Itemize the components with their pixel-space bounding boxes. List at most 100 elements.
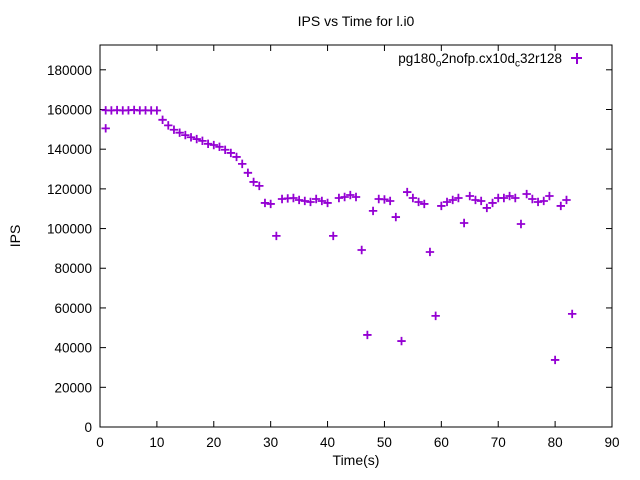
data-point-marker — [289, 193, 298, 203]
data-point-marker — [499, 193, 509, 203]
data-point-marker — [266, 199, 275, 209]
y-tick-label: 100000 — [47, 222, 92, 237]
data-point-marker — [238, 159, 247, 169]
data-point-marker — [420, 199, 429, 209]
data-point-marker — [169, 125, 179, 134]
data-point-marker — [334, 193, 344, 203]
data-point-marker — [545, 191, 554, 201]
data-point-marker — [550, 355, 560, 365]
x-tick-label: 20 — [206, 435, 221, 450]
data-point-marker — [425, 247, 435, 257]
legend-subscript: c — [514, 58, 520, 70]
data-point-marker — [448, 195, 457, 205]
x-tick-label: 50 — [377, 435, 392, 450]
data-point-marker — [346, 190, 355, 200]
data-point-marker — [431, 311, 440, 321]
data-point-marker — [158, 115, 167, 125]
data-point-marker — [459, 218, 469, 228]
data-point-marker — [294, 195, 304, 205]
y-tick-label: 0 — [84, 420, 92, 435]
data-point-marker — [357, 245, 366, 255]
data-point-marker — [363, 330, 372, 340]
x-tick-label: 40 — [320, 435, 335, 450]
data-point-marker — [505, 191, 514, 201]
data-point-marker — [226, 148, 236, 158]
legend-text-part: pg180 — [398, 50, 436, 66]
data-point-marker — [215, 142, 224, 152]
data-point-marker — [340, 192, 349, 202]
data-point-marker — [306, 197, 315, 207]
data-point-marker — [181, 130, 190, 140]
data-point-marker — [255, 181, 264, 191]
data-point-marker — [385, 196, 395, 206]
y-tick-label: 20000 — [54, 380, 92, 395]
data-point-marker — [403, 187, 412, 197]
data-point-marker — [198, 136, 207, 146]
data-point-marker — [408, 193, 418, 203]
data-point-marker — [186, 133, 196, 142]
data-point-marker — [329, 231, 338, 241]
y-tick-label: 120000 — [47, 182, 92, 197]
data-point-marker — [533, 197, 543, 207]
data-point-marker — [368, 206, 378, 216]
data-point-marker — [311, 194, 321, 204]
x-tick-label: 60 — [434, 435, 449, 450]
data-point-marker — [414, 197, 423, 207]
data-point-marker — [488, 198, 497, 208]
data-point-marker — [152, 106, 162, 115]
data-point-marker — [323, 198, 332, 208]
x-tick-label: 30 — [263, 435, 278, 450]
x-tick-label: 0 — [96, 435, 104, 450]
y-tick-label: 140000 — [47, 142, 92, 157]
y-tick-label: 80000 — [54, 261, 92, 276]
data-point-marker — [437, 201, 446, 211]
data-point-marker — [397, 336, 406, 346]
data-point-marker — [562, 195, 571, 205]
data-point-marker — [567, 309, 577, 319]
data-point-marker — [471, 195, 480, 205]
data-point-marker — [380, 195, 389, 204]
data-point-marker — [203, 139, 213, 149]
x-tick-label: 10 — [149, 435, 164, 450]
x-tick-label: 70 — [491, 435, 506, 450]
data-point-marker — [482, 203, 492, 213]
data-point-marker — [351, 192, 361, 202]
y-tick-label: 180000 — [47, 63, 92, 78]
x-tick-label: 90 — [604, 435, 619, 450]
data-point-marker — [243, 168, 253, 177]
data-point-marker — [516, 219, 526, 229]
data-point-marker — [539, 196, 548, 206]
y-tick-label: 160000 — [47, 102, 92, 117]
data-point-marker — [465, 191, 474, 201]
legend-text-part: 32r128 — [519, 50, 562, 66]
data-point-marker — [522, 189, 531, 199]
legend-marker-icon — [571, 52, 582, 64]
x-axis-label: Time(s) — [332, 452, 380, 468]
y-tick-label: 40000 — [54, 341, 92, 356]
data-point-marker — [101, 124, 110, 133]
data-point-marker — [442, 197, 452, 207]
data-point-marker — [300, 196, 309, 206]
data-point-marker — [556, 201, 565, 211]
data-point-marker — [260, 198, 270, 208]
data-point-marker — [454, 193, 463, 203]
legend: pg180o2nofp.cx10dc32r128 — [398, 49, 582, 70]
x-tick-label: 80 — [548, 435, 563, 450]
legend-series-label: pg180o2nofp.cx10dc32r128 — [398, 50, 562, 70]
data-point-marker — [164, 121, 173, 130]
data-point-marker — [249, 177, 258, 187]
data-point-marker — [528, 194, 537, 204]
data-point-marker — [209, 140, 218, 150]
data-point-marker — [511, 193, 520, 203]
data-point-marker — [175, 128, 184, 137]
legend-text-part: 2nofp.cx10d — [441, 50, 515, 66]
legend-subscript: o — [435, 58, 442, 70]
y-tick-label: 60000 — [54, 301, 92, 316]
data-point-marker — [317, 196, 327, 206]
data-point-marker — [391, 212, 401, 222]
data-points — [101, 105, 577, 365]
data-point-marker — [476, 196, 486, 206]
data-point-marker — [272, 231, 281, 241]
